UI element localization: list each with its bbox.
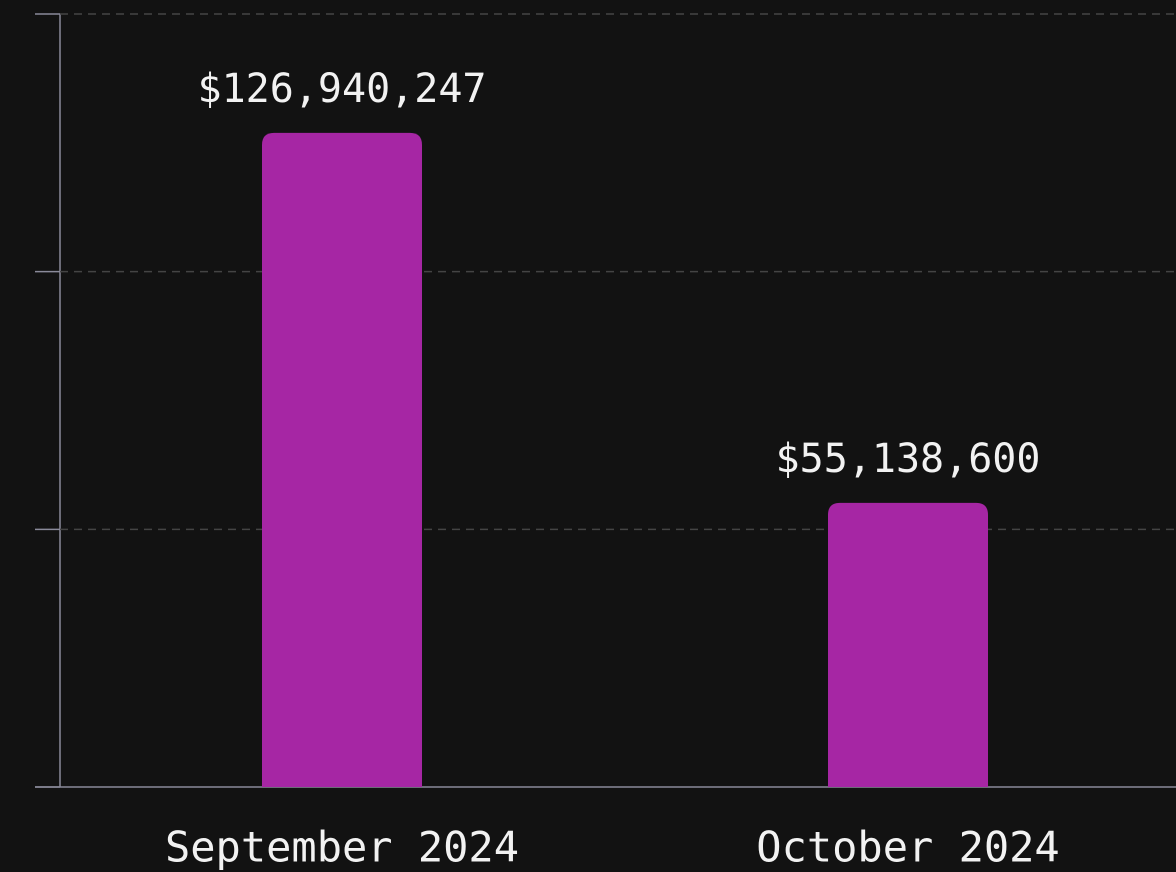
bar (262, 132, 422, 787)
value-label: $126,940,247 (198, 66, 487, 112)
x-tick-label: October 2024 (756, 823, 1059, 872)
bar (828, 502, 988, 787)
x-tick-label: September 2024 (165, 823, 519, 872)
value-label: $55,138,600 (776, 436, 1041, 482)
